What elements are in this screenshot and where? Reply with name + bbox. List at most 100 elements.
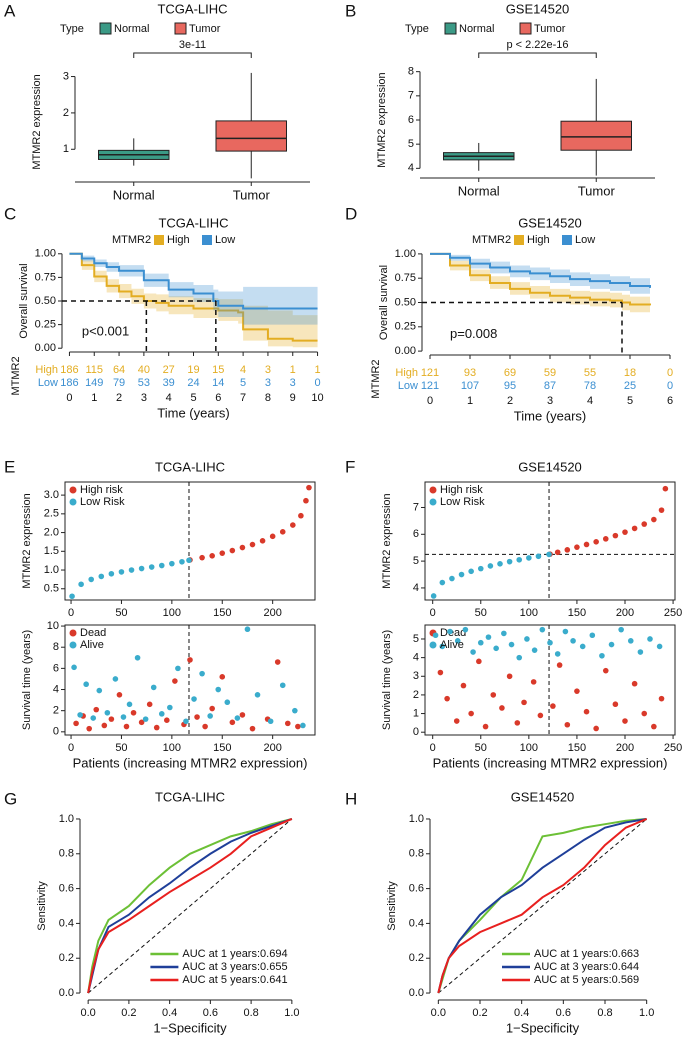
point bbox=[574, 544, 580, 550]
point bbox=[150, 684, 157, 691]
x-tick-label: 150 bbox=[213, 607, 231, 619]
legend-label: AUC at 3 years:0.644 bbox=[534, 961, 639, 973]
point bbox=[612, 532, 619, 539]
point bbox=[554, 651, 561, 657]
point bbox=[506, 558, 513, 565]
x-tick-label: 200 bbox=[263, 742, 281, 754]
point bbox=[514, 720, 521, 726]
point bbox=[298, 512, 304, 519]
x-tick-label: 6 bbox=[215, 392, 221, 404]
point bbox=[126, 701, 133, 708]
risk-count: 14 bbox=[212, 377, 224, 389]
legend-label: Alive bbox=[80, 639, 104, 651]
point bbox=[482, 723, 489, 730]
risk-count: 39 bbox=[163, 377, 175, 389]
legend-marker bbox=[69, 629, 77, 637]
point bbox=[499, 705, 505, 711]
point bbox=[470, 649, 476, 655]
x-tick-label: 0 bbox=[430, 607, 436, 619]
y-tick-label: 1.00 bbox=[395, 248, 416, 260]
x-tick-label: 150 bbox=[568, 742, 586, 754]
y-axis-label: Survival time (years) bbox=[21, 630, 33, 730]
point bbox=[175, 665, 181, 672]
chart-title: TCGA-LIHC bbox=[158, 215, 228, 230]
point bbox=[521, 699, 527, 706]
point bbox=[244, 626, 251, 633]
x-tick-label: 0.8 bbox=[597, 1007, 612, 1019]
y-tick-label: 8 bbox=[53, 641, 59, 653]
reference-diagonal bbox=[87, 818, 293, 994]
y-tick-label: 0.5 bbox=[44, 583, 59, 595]
legend-label: AUC at 1 years:0.694 bbox=[182, 948, 287, 960]
point bbox=[497, 560, 503, 567]
point bbox=[234, 715, 241, 721]
point bbox=[199, 554, 205, 561]
point bbox=[608, 641, 615, 648]
point bbox=[622, 718, 628, 724]
point bbox=[199, 670, 205, 677]
y-tick-label: 0.2 bbox=[409, 952, 424, 964]
point bbox=[142, 716, 149, 722]
point bbox=[292, 707, 298, 714]
point bbox=[88, 576, 95, 583]
legend-swatch bbox=[174, 22, 187, 35]
point bbox=[138, 565, 145, 572]
point bbox=[627, 638, 634, 644]
point bbox=[269, 533, 276, 540]
point bbox=[249, 541, 256, 548]
point bbox=[274, 659, 281, 665]
y-tick-label: 4 bbox=[408, 162, 414, 174]
plot-frame bbox=[424, 624, 676, 736]
bracket bbox=[133, 52, 252, 58]
y-tick-label: 2 bbox=[63, 107, 69, 119]
point bbox=[108, 716, 115, 722]
risk-count: 95 bbox=[504, 380, 516, 392]
point bbox=[86, 725, 92, 732]
legend-swatch bbox=[519, 22, 532, 35]
x-tick-label: 200 bbox=[263, 607, 281, 619]
y-tick-label: 0.6 bbox=[59, 882, 74, 894]
x-tick-label: 0 bbox=[66, 392, 72, 404]
risk-count: 186 bbox=[60, 364, 78, 376]
box bbox=[560, 120, 632, 151]
y-axis-label: Survival time (years) bbox=[381, 630, 393, 730]
point bbox=[546, 551, 552, 558]
risk-count: 115 bbox=[85, 364, 103, 376]
point bbox=[164, 717, 170, 723]
y-tick-label: 0.25 bbox=[35, 319, 56, 331]
x-tick-label: 200 bbox=[616, 742, 634, 754]
legend-marker bbox=[429, 486, 437, 494]
point bbox=[259, 538, 266, 544]
point bbox=[539, 626, 546, 633]
risk-count: 0 bbox=[314, 377, 320, 389]
risk-count: 4 bbox=[240, 364, 246, 376]
legend-swatch bbox=[99, 22, 112, 35]
point bbox=[167, 704, 173, 711]
point bbox=[179, 558, 185, 565]
x-tick-label: 50 bbox=[115, 742, 127, 754]
roc-curve bbox=[87, 818, 293, 994]
point bbox=[279, 529, 286, 535]
panel-label: B bbox=[345, 1, 356, 20]
point bbox=[622, 529, 628, 535]
legend-marker bbox=[69, 486, 77, 494]
legend-swatch bbox=[562, 235, 572, 245]
x-tick-label: 5 bbox=[627, 395, 633, 407]
y-tick-label: 10 bbox=[47, 620, 59, 632]
point bbox=[550, 703, 556, 709]
legend-marker bbox=[69, 641, 77, 649]
point bbox=[191, 696, 197, 702]
point bbox=[432, 632, 439, 639]
point bbox=[306, 484, 312, 491]
risk-count: 19 bbox=[187, 364, 199, 376]
x-tick-label: 0.4 bbox=[162, 1007, 177, 1019]
risk-count: 149 bbox=[85, 377, 103, 389]
survival-curve bbox=[69, 252, 318, 310]
y-tick-label: 0.50 bbox=[395, 296, 416, 308]
point bbox=[303, 497, 309, 504]
risk-count: 93 bbox=[464, 367, 476, 379]
point bbox=[73, 720, 79, 727]
point bbox=[187, 657, 193, 663]
point bbox=[658, 695, 665, 702]
y-tick-label: 1.5 bbox=[44, 545, 59, 557]
